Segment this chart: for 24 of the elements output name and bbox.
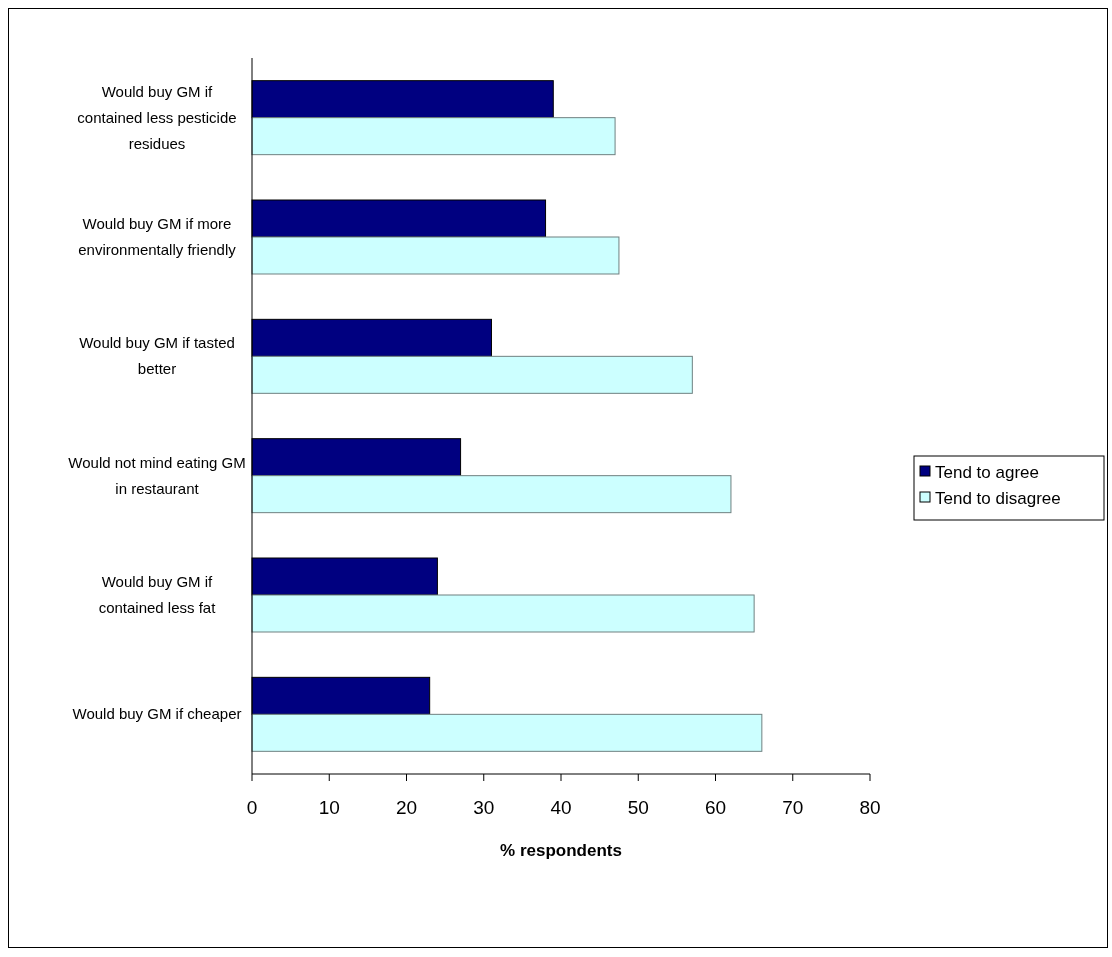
- x-tick-label: 50: [627, 797, 649, 818]
- y-tick-label: Would buy GM if more environmentally friendly: [78, 215, 237, 258]
- bar: [251, 594, 755, 633]
- x-tick-label: 10: [318, 797, 340, 818]
- x-tick-label: 80: [859, 797, 881, 818]
- x-tick-label: 20: [395, 797, 418, 818]
- legend-label: Tend to agree: [935, 463, 1039, 482]
- bar: [251, 236, 620, 275]
- bar: [251, 713, 763, 752]
- x-tick-label: 0: [246, 797, 258, 818]
- bar: [251, 475, 732, 514]
- y-tick-label: Would buy GM if cheaper: [72, 705, 242, 723]
- x-tick-label: 70: [782, 797, 804, 818]
- x-tick-label: 30: [473, 797, 495, 818]
- x-axis-title: % respondents: [500, 841, 622, 860]
- y-tick-label: Would buy GM if contained less pesticide residues: [77, 82, 237, 152]
- legend-label: Tend to disagree: [935, 489, 1061, 508]
- y-tick-label: Would buy GM if contained less fat: [98, 573, 217, 616]
- y-tick-label: Would buy GM if tasted better: [79, 334, 235, 378]
- y-tick-label: Would not mind eating GM in restaurant: [68, 453, 246, 497]
- bar: [251, 117, 616, 156]
- bar: [251, 355, 693, 394]
- x-tick-label: 40: [550, 797, 572, 818]
- x-tick-label: 60: [704, 797, 727, 818]
